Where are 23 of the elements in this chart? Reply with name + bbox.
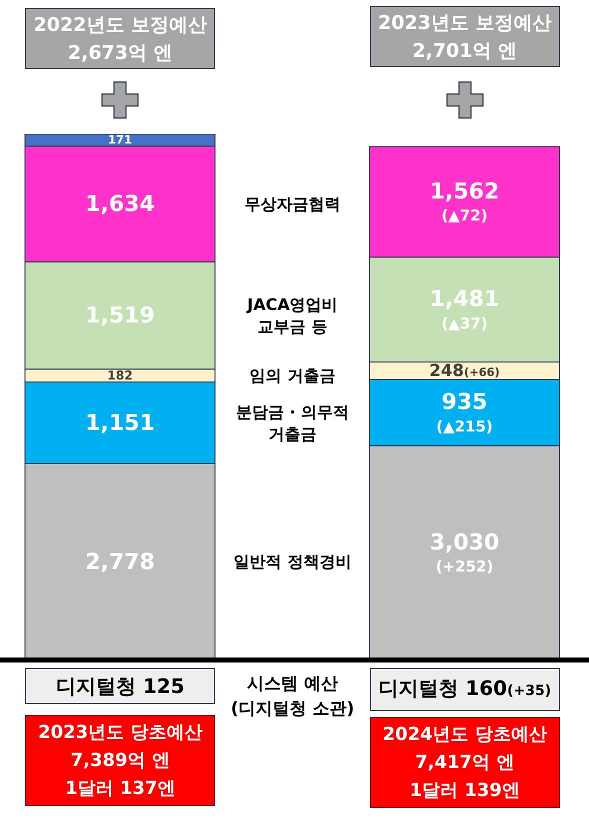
text: 2024년도 당초예산 7,417억 엔 1달러 139엔 bbox=[382, 722, 547, 802]
data-label: 182 bbox=[107, 368, 133, 383]
series-label: 분담금 · 의무적 거출금 bbox=[236, 402, 350, 444]
data-label: 935 (▲215) bbox=[436, 390, 493, 436]
text: 2023년도 당초예산 7,389억 엔 1달러 137엔 bbox=[38, 720, 202, 800]
text: 2022년도 보정예산 2,673억 엔 bbox=[34, 12, 207, 66]
text: 디지털청 125 bbox=[56, 673, 185, 700]
data-label: 1,562 (▲72) bbox=[430, 179, 500, 225]
data-label: 1,151 bbox=[85, 410, 155, 436]
text: 임의 거출금 bbox=[250, 366, 336, 386]
series-label: JACA영업비 교부금 등 bbox=[246, 294, 338, 336]
text: 2023년도 보정예산 2,701억 엔 bbox=[378, 10, 552, 64]
series-label: 일반적 정책경비 bbox=[234, 552, 352, 572]
data-label: 171 bbox=[108, 132, 132, 147]
text: 시스템 예산 (디지털청 소관) bbox=[230, 673, 354, 721]
text: 디지털청 160(+35) bbox=[378, 675, 552, 702]
data-label: 3,030 (+252) bbox=[430, 530, 500, 576]
data-label: 248(+66) bbox=[429, 361, 500, 380]
series-label: 무상자금협력 bbox=[244, 194, 340, 214]
data-label: 2,778 bbox=[85, 550, 155, 575]
data-label: 1,634 bbox=[85, 192, 155, 217]
data-label: 1,481 (▲37) bbox=[430, 287, 500, 332]
data-label: 1,519 bbox=[85, 303, 155, 328]
